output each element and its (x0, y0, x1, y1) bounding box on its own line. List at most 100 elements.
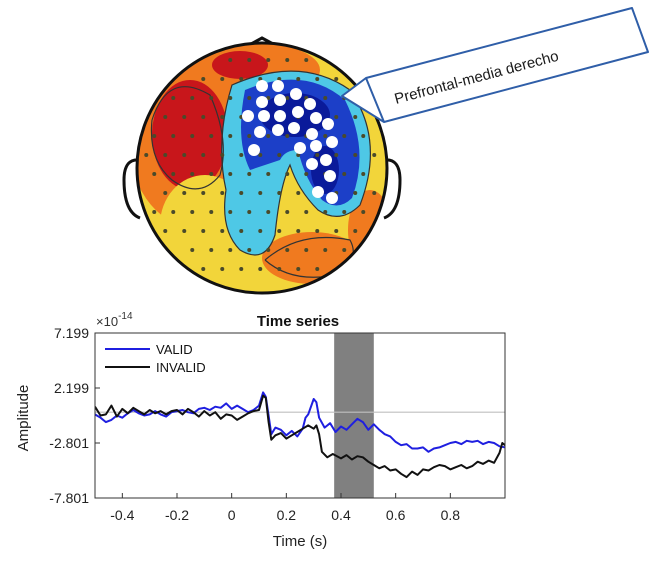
highlighted-electrode (310, 140, 322, 152)
electrode-dot (285, 172, 290, 176)
highlighted-electrode (272, 124, 284, 136)
electrode-dot (342, 172, 347, 176)
electrode-dot (247, 210, 252, 214)
electrode-dot (201, 229, 206, 233)
electrode-dot (304, 210, 309, 214)
electrode-dot (304, 58, 309, 62)
plot-frame (94, 332, 506, 499)
x-tick-label: 0.2 (277, 507, 297, 523)
electrode-dot (315, 77, 320, 81)
electrode-dot (304, 172, 309, 176)
electrode-dot (190, 134, 195, 138)
electrode-dot (171, 96, 176, 100)
highlighted-electrode (288, 122, 300, 134)
electrode-dot (239, 229, 244, 233)
legend-label: INVALID (156, 360, 206, 375)
electrode-dot (220, 153, 225, 157)
electrode-dot (247, 134, 252, 138)
highlighted-electrode (274, 94, 286, 106)
highlighted-electrode (242, 110, 254, 122)
electrode-dot (285, 134, 290, 138)
highlighted-electrode (256, 80, 268, 92)
topomap (122, 36, 402, 295)
electrode-dot (228, 172, 233, 176)
electrode-dot (342, 248, 347, 252)
electrode-dot (239, 153, 244, 157)
electrode-dot (220, 115, 225, 119)
electrode-dot (334, 153, 339, 157)
electrode-dot (201, 153, 206, 157)
time-series-chart: Time series ×10-14 -0.4 -0.2 0 0.2 0.4 0.6 0.8… (15, 311, 506, 550)
electrode-dot (296, 153, 301, 157)
axis-exponent: ×10-14 (96, 311, 133, 329)
highlighted-electrode (312, 186, 324, 198)
highlighted-electrode (306, 158, 318, 170)
electrode-dot (201, 191, 206, 195)
electrode-dot (323, 248, 328, 252)
electrode-dot (201, 77, 206, 81)
electrode-dot (315, 267, 320, 271)
electrode-dot (353, 153, 358, 157)
y-tick-label: -2.801 (49, 435, 89, 451)
electrode-dot (163, 191, 168, 195)
x-tick-label: 0.6 (386, 507, 406, 523)
highlighted-electrode (304, 98, 316, 110)
electrode-dot (190, 172, 195, 176)
electrode-dot (277, 229, 282, 233)
legend: VALID INVALID (105, 342, 206, 375)
electrode-dot (285, 248, 290, 252)
electrode-dot (163, 229, 168, 233)
electrode-dot (190, 210, 195, 214)
x-tick-label: 0.8 (441, 507, 461, 523)
electrode-dot (190, 248, 195, 252)
electrode-dot (296, 191, 301, 195)
electrode-dot (201, 115, 206, 119)
electrode-dot (220, 191, 225, 195)
electrode-dot (285, 58, 290, 62)
electrode-dot (277, 267, 282, 271)
electrode-dot (353, 191, 358, 195)
highlighted-electrode (326, 136, 338, 148)
electrode-dot (239, 191, 244, 195)
electrode-dot (315, 153, 320, 157)
x-tick-label: -0.4 (110, 507, 134, 523)
electrode-dot (182, 191, 187, 195)
series-line-invalid (95, 394, 505, 479)
electrode-dot (163, 115, 168, 119)
electrode-dot (334, 77, 339, 81)
electrode-dot (152, 210, 157, 214)
topo-contour (150, 86, 224, 190)
highlighted-electrode (310, 112, 322, 124)
x-tick-label: -0.2 (165, 507, 189, 523)
plot-area (95, 333, 505, 498)
electrode-dot (277, 191, 282, 195)
callout-box (341, 7, 649, 123)
highlighted-electrode (306, 128, 318, 140)
legend-label: VALID (156, 342, 193, 357)
electrode-dot (304, 248, 309, 252)
electrode-dot (209, 96, 214, 100)
electrode-dot (171, 210, 176, 214)
electrode-dot (182, 229, 187, 233)
electrode-dot (247, 248, 252, 252)
electrode-dot (220, 267, 225, 271)
electrode-dot (247, 58, 252, 62)
callout: Prefrontal-media derecho (341, 7, 649, 123)
electrode-dot (266, 58, 271, 62)
electrode-dot (277, 153, 282, 157)
electrode-dot (239, 267, 244, 271)
electrode-dot (266, 96, 271, 100)
electrode-dot (323, 96, 328, 100)
electrode-dot (315, 229, 320, 233)
electrode-dot (353, 229, 358, 233)
electrode-dot (152, 172, 157, 176)
highlighted-electrode (324, 170, 336, 182)
chart-title: Time series (257, 313, 339, 330)
electrode-dot (239, 77, 244, 81)
electrode-dot (353, 115, 358, 119)
highlighted-electrode (320, 154, 332, 166)
electrode-dot (361, 134, 366, 138)
electrode-dot (323, 134, 328, 138)
electrode-dot (209, 134, 214, 138)
electrode-dot (171, 134, 176, 138)
